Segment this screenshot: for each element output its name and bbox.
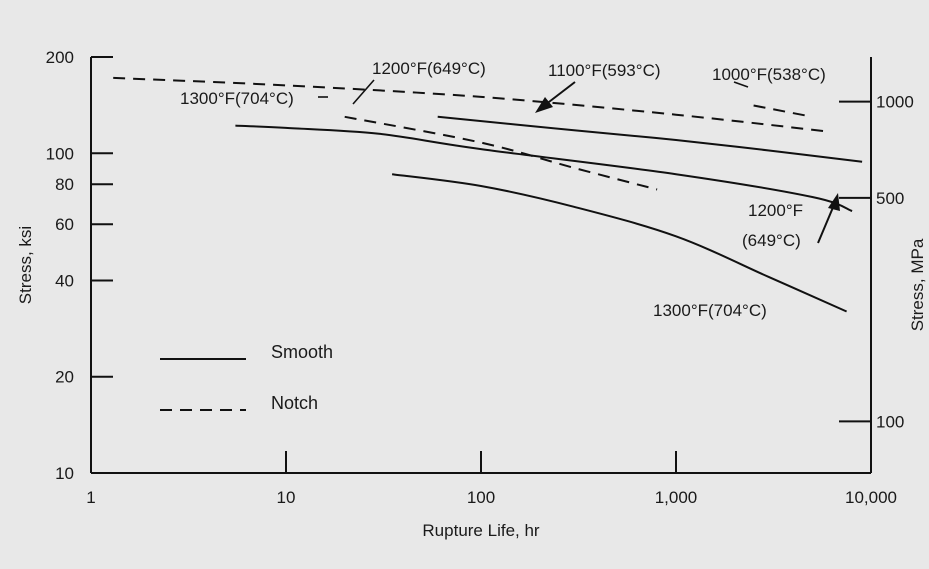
x-tick-label-4: 10,000 xyxy=(845,488,897,507)
y2-tick-label-1: 500 xyxy=(876,189,904,208)
y-tick-label-1: 20 xyxy=(55,368,74,387)
y-tick-label-4: 80 xyxy=(55,175,74,194)
y-tick-label-5: 100 xyxy=(46,144,74,163)
x-tick-label-2: 100 xyxy=(467,488,495,507)
y2-tick-label-2: 1000 xyxy=(876,93,914,112)
notch-series-line-1 xyxy=(345,117,657,190)
x-axis-title: Rupture Life, hr xyxy=(422,521,540,540)
leader-1200F-notch xyxy=(353,80,374,104)
y-tick-label-6: 200 xyxy=(46,48,74,67)
smooth-series-line-3 xyxy=(438,117,862,162)
legend-smooth-label: Smooth xyxy=(271,342,333,362)
notch-series-line-2 xyxy=(754,106,813,117)
x-tick-label-3: 1,000 xyxy=(655,488,698,507)
y-tick-label-2: 40 xyxy=(55,271,74,290)
annotation-1200F-smooth-line1: 1200°F xyxy=(748,201,803,220)
series-group xyxy=(113,78,862,312)
annotation-1300F-smooth: 1300°F(704°C) xyxy=(653,301,767,320)
y-tick-label-0: 10 xyxy=(55,464,74,483)
x-tick-label-0: 1 xyxy=(86,488,95,507)
y2-tick-label-0: 100 xyxy=(876,412,904,431)
y-axis-ticks: 10 20 40 60 80 100 200 xyxy=(46,48,113,483)
y2-axis-title: Stress, MPa xyxy=(908,238,927,331)
x-axis-ticks: 1 10 100 1,000 10,000 xyxy=(86,451,897,507)
arrow-1100F-head xyxy=(535,97,553,113)
y-tick-label-3: 60 xyxy=(55,215,74,234)
arrow-1100F-shaft xyxy=(545,82,575,105)
annotation-1300F-notch: 1300°F(704°C) xyxy=(180,89,294,108)
annotation-1200F-notch: 1200°F(649°C) xyxy=(372,59,486,78)
smooth-series-line-4 xyxy=(235,126,852,211)
annotation-1200F-smooth-line2: (649°C) xyxy=(742,231,801,250)
annotation-1100F: 1100°F(593°C) xyxy=(548,61,661,80)
y-axis-title: Stress, ksi xyxy=(16,226,35,304)
y2-axis-ticks: 100 500 1000 xyxy=(839,93,914,432)
x-tick-label-1: 10 xyxy=(277,488,296,507)
annotation-1000F: 1000°F(538°C) xyxy=(712,65,826,84)
arrow-1200F-shaft xyxy=(818,205,834,243)
legend-notch-label: Notch xyxy=(271,393,318,413)
